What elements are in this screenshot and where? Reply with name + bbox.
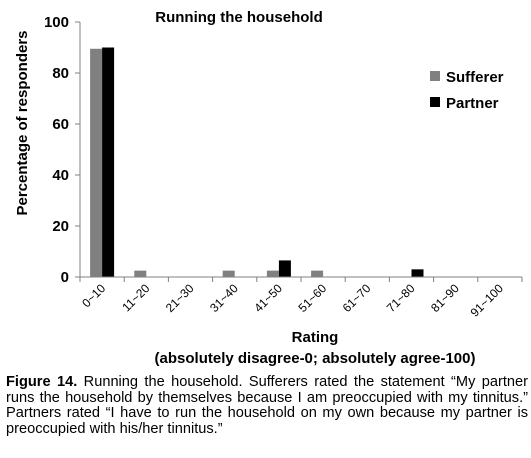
y-tick-label: 60	[52, 116, 69, 133]
bar-sufferer	[266, 270, 279, 277]
y-tick-label: 80	[52, 65, 69, 82]
legend-label-sufferer: Sufferer	[446, 69, 504, 86]
y-axis-label: Percentage of responders	[14, 30, 31, 215]
x-tick-label: 71~80	[384, 281, 418, 315]
caption-text: Running the household. Sufferers rated t…	[6, 374, 529, 437]
legend-swatch-sufferer	[430, 71, 440, 81]
legend: Sufferer Partner	[430, 69, 504, 112]
x-tick-label: 11~20	[119, 281, 152, 314]
caption-label: Figure 14.	[6, 374, 78, 390]
y-tick-label: 0	[61, 269, 69, 286]
bar-sufferer	[90, 48, 103, 278]
plot-area: 0 20 40 60 80 100 0~10 11~20 21~30 31~40 41~50 51~6…	[44, 14, 523, 320]
bar-partner	[278, 260, 291, 277]
x-tick-label: 81~90	[428, 281, 462, 315]
x-tick-label: 0~10	[79, 281, 108, 310]
x-tick-label: 51~60	[295, 281, 329, 315]
bar-chart: Running the household Percentage of resp…	[14, 9, 523, 367]
x-axis-label: Rating	[292, 329, 339, 346]
bar-sufferer	[311, 270, 324, 277]
y-tick-label: 100	[44, 14, 69, 31]
x-tick-label: 61~70	[340, 281, 374, 315]
x-axis-sublabel: (absolutely disagree-0; absolutely agree…	[155, 350, 476, 367]
bar-partner	[102, 47, 115, 277]
legend-swatch-partner	[430, 97, 440, 107]
y-tick-label: 40	[52, 167, 69, 184]
x-tick-label: 21~30	[163, 281, 197, 315]
x-tick-label: 91~100	[468, 281, 507, 320]
x-tick-label: 31~40	[207, 281, 241, 315]
bar-sufferer	[222, 270, 235, 277]
bar-partner	[411, 269, 424, 277]
x-tick-label: 41~50	[251, 281, 285, 315]
chart-title: Running the household	[155, 9, 322, 26]
y-tick-label: 20	[52, 218, 69, 235]
figure-caption: Figure 14. Running the household. Suffer…	[6, 374, 529, 437]
legend-label-partner: Partner	[446, 95, 499, 112]
bar-sufferer	[134, 270, 147, 277]
